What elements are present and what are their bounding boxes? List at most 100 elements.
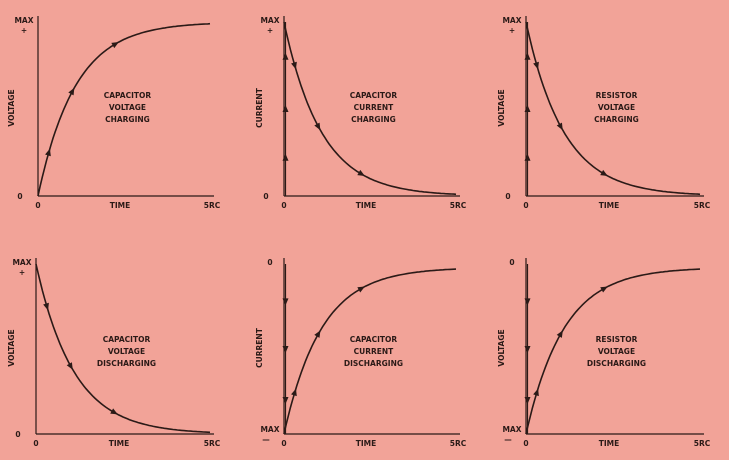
panel-caption: CAPACITOR <box>350 335 398 344</box>
x-axis-label: TIME <box>599 201 620 210</box>
panel-caption: CAPACITOR <box>350 91 398 100</box>
curve-arrow <box>600 286 608 293</box>
curve-arrow <box>533 388 539 397</box>
bottom-axis-label: 0 <box>505 192 510 201</box>
x-end-label: 5RC <box>694 439 711 448</box>
x-end-label: 5RC <box>694 201 711 210</box>
panel-cap-current-charging: CURRENT MAX+0 0 TIME 5RC CAPACITOR CURRENT CHAR… <box>255 16 467 210</box>
exponential-curve <box>283 21 457 196</box>
x-start-label: 0 <box>523 201 528 210</box>
top-axis-label: + <box>509 26 515 35</box>
y-axis-label: VOLTAGE <box>497 329 506 366</box>
top-axis-label: MAX <box>260 16 279 25</box>
bottom-axis-label: 0 <box>15 430 20 439</box>
x-end-label: 5RC <box>204 201 221 210</box>
exponential-curve <box>525 268 701 435</box>
top-axis-label: MAX <box>12 258 31 267</box>
panel-caption: CAPACITOR <box>104 91 152 100</box>
panel-caption: DISCHARGING <box>587 359 646 368</box>
y-axis-label: VOLTAGE <box>7 329 16 366</box>
x-start-label: 0 <box>33 439 38 448</box>
panel-res-voltage-charging: VOLTAGE MAX+0 0 TIME 5RC RESISTOR VOLTAGE CHARG… <box>497 16 711 210</box>
panel-caption: CHARGING <box>105 115 150 124</box>
x-end-label: 5RC <box>204 439 221 448</box>
panel-caption: DISCHARGING <box>97 359 156 368</box>
bottom-axis-label: MAX <box>260 425 279 434</box>
panel-caption: DISCHARGING <box>344 359 403 368</box>
panel-caption: RESISTOR <box>596 335 638 344</box>
curve-arrow <box>110 408 118 415</box>
bottom-axis-sign: — <box>504 435 512 444</box>
curve-arrow <box>556 330 563 338</box>
x-start-label: 0 <box>281 439 286 448</box>
bottom-axis-sign: — <box>262 435 270 444</box>
bottom-axis-label: 0 <box>263 192 268 201</box>
top-axis-label: 0 <box>509 258 514 267</box>
vertical-arrow <box>282 346 289 353</box>
panel-caption: RESISTOR <box>596 91 638 100</box>
panel-caption: VOLTAGE <box>598 103 635 112</box>
curve-arrow <box>314 122 321 131</box>
curve-arrow <box>111 42 119 49</box>
x-start-label: 0 <box>35 201 40 210</box>
y-axis-label: VOLTAGE <box>497 89 506 126</box>
x-axis-label: TIME <box>110 201 131 210</box>
panel-caption: CURRENT <box>354 103 395 112</box>
curve-arrow <box>291 61 297 70</box>
top-axis-label: + <box>267 26 273 35</box>
x-start-label: 0 <box>523 439 528 448</box>
exponential-curve <box>283 268 457 435</box>
curve-arrow <box>43 302 49 311</box>
vertical-arrow <box>524 105 531 112</box>
y-axis-label: VOLTAGE <box>7 89 16 126</box>
exponential-curve <box>35 263 211 434</box>
panel-caption: CAPACITOR <box>103 335 151 344</box>
x-axis-label: TIME <box>109 439 130 448</box>
curve-arrow <box>45 148 51 157</box>
vertical-arrow <box>282 153 289 161</box>
x-axis-label: TIME <box>356 201 377 210</box>
curve-arrow <box>357 286 365 293</box>
vertical-arrow <box>524 298 531 306</box>
curve-arrow <box>68 87 75 96</box>
top-axis-label: MAX <box>14 16 33 25</box>
top-axis-label: + <box>21 26 27 35</box>
curve-arrow <box>314 330 321 338</box>
panel-caption: CURRENT <box>354 347 395 356</box>
vertical-arrow <box>524 52 531 60</box>
vertical-arrow <box>282 397 289 404</box>
panel-caption: CHARGING <box>351 115 396 124</box>
bottom-axis-label: MAX <box>502 425 521 434</box>
curve-arrow <box>600 169 608 176</box>
vertical-arrow <box>282 105 289 112</box>
x-axis-label: TIME <box>599 439 620 448</box>
x-axis-label: TIME <box>356 439 377 448</box>
panel-caption: VOLTAGE <box>109 103 146 112</box>
exponential-curve <box>37 22 211 197</box>
y-axis-label: CURRENT <box>255 87 264 128</box>
curve-arrow <box>66 362 73 370</box>
curve-arrow <box>556 122 563 131</box>
curve-arrow <box>357 169 365 176</box>
top-axis-label: MAX <box>502 16 521 25</box>
x-end-label: 5RC <box>450 201 467 210</box>
vertical-arrow <box>282 52 289 60</box>
panel-cap-voltage-discharging: VOLTAGE MAX+0 0 TIME 5RC CAPACITOR VOLTAGE DISC… <box>7 258 221 448</box>
panel-caption: VOLTAGE <box>108 347 145 356</box>
vertical-arrow <box>524 397 531 404</box>
panel-caption: VOLTAGE <box>598 347 635 356</box>
curve-arrow <box>291 388 297 397</box>
curve-arrow <box>533 61 539 70</box>
bottom-axis-label: 0 <box>17 192 22 201</box>
panel-caption: CHARGING <box>594 115 639 124</box>
vertical-arrow <box>282 298 289 306</box>
vertical-arrow <box>524 346 531 353</box>
panel-cap-voltage-charging: VOLTAGE MAX+0 0 TIME 5RC CAPACITOR VOLTAGE CHAR… <box>7 16 221 210</box>
x-start-label: 0 <box>281 201 286 210</box>
y-axis-label: CURRENT <box>255 327 264 368</box>
top-axis-label: 0 <box>267 258 272 267</box>
x-end-label: 5RC <box>450 439 467 448</box>
